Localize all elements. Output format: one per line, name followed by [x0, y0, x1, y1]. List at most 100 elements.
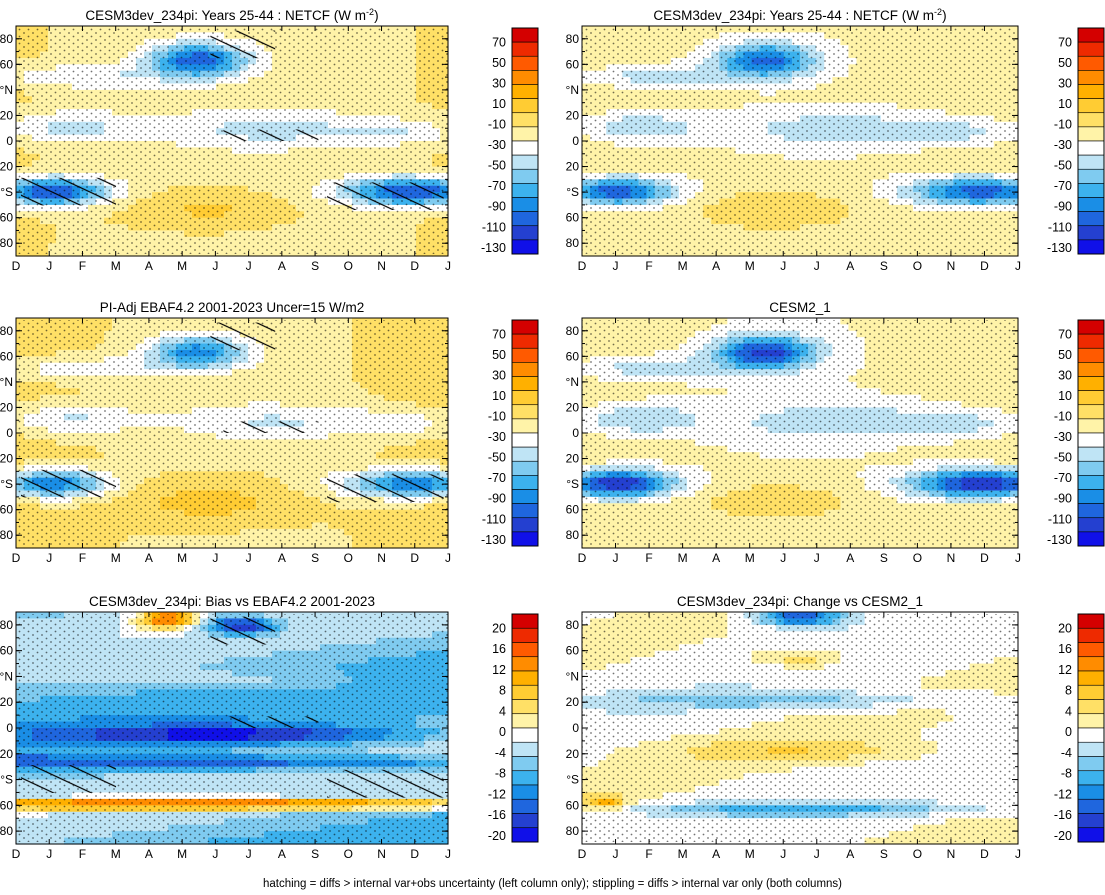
x-tick-label: J [46, 259, 52, 273]
x-tick-label: S [880, 259, 888, 273]
colorbar-label: -90 [488, 200, 506, 214]
colorbar-label: -50 [488, 159, 506, 173]
hatching-region [210, 30, 276, 59]
colorbar-bin [511, 140, 539, 156]
x-tick-label: D [12, 259, 21, 273]
y-tick-label: 20 [566, 160, 580, 174]
x-tick-label: A [846, 259, 854, 273]
colorbar-bin [511, 239, 539, 255]
y-tick-label: 80 [566, 236, 580, 250]
colorbar-label: -130 [1047, 241, 1072, 255]
colorbar-label: -70 [488, 179, 506, 193]
colorbar-bin [1077, 239, 1105, 255]
y-tick-label: °S [0, 185, 13, 199]
colorbar-bin [1077, 70, 1105, 85]
x-tick-label: D [410, 259, 419, 273]
x-tick-label: J [780, 259, 786, 273]
stippling-overlay [582, 28, 1018, 254]
colorbar-bin [1077, 55, 1105, 71]
x-tick-label: M [745, 259, 755, 273]
colorbar-bin [511, 168, 539, 184]
colorbar-bin [511, 41, 539, 57]
colorbar-label: -50 [1054, 159, 1072, 173]
x-tick-label: D [980, 259, 989, 273]
x-tick-label: J [445, 259, 451, 273]
colorbar-bin [511, 98, 539, 114]
colorbar-label: 70 [1058, 35, 1072, 49]
panel-title: CESM3dev_234pi: Years 25-44 : NETCF (W m… [85, 7, 378, 23]
chart-panel-2: D J F M A M J J A S O N D J8060°N20020°S6080CESM3dev_… [566, 7, 1021, 273]
colorbar-bin [511, 55, 539, 71]
x-tick-label: F [79, 259, 86, 273]
colorbar-2: 70 50 30 10 -10 -30 -50 -70 -90 -110 -130 [1047, 27, 1105, 255]
colorbar-bin [1077, 112, 1105, 128]
x-tick-label: O [344, 259, 353, 273]
y-tick-label: 0 [572, 134, 579, 148]
colorbar-label: 50 [1058, 56, 1072, 70]
colorbar-label: -70 [1054, 179, 1072, 193]
x-tick-label: N [377, 259, 386, 273]
x-tick-label: J [613, 259, 619, 273]
colorbar-bin [1077, 225, 1105, 241]
colorbar-bin [511, 70, 539, 85]
colorbar-label: -10 [1054, 118, 1072, 132]
x-tick-label: M [177, 259, 187, 273]
colorbar-bin [511, 126, 539, 142]
hatching-region [327, 182, 444, 210]
chart-panel-1: D J F M A M J J A S O N D J8060°N20020°S6080CESM3dev_… [0, 7, 451, 273]
colorbar-label: -30 [488, 138, 506, 152]
x-tick-label: M [111, 259, 121, 273]
colorbar-bin [1077, 183, 1105, 198]
y-tick-label: 60 [0, 57, 13, 71]
y-tick-label: 20 [0, 160, 13, 174]
x-tick-label: J [1015, 259, 1021, 273]
y-tick-label: °S [566, 185, 579, 199]
x-tick-label: A [145, 259, 153, 273]
colorbar-label: 30 [492, 76, 506, 90]
y-tick-label: 60 [0, 211, 13, 225]
colorbar-label: 30 [1058, 76, 1072, 90]
y-tick-label: 80 [566, 32, 580, 46]
hatching-region [21, 177, 117, 206]
x-tick-label: A [278, 259, 286, 273]
colorbar-bin [1077, 98, 1105, 114]
colorbar-label: 50 [492, 56, 506, 70]
colorbar-label: -110 [1048, 220, 1072, 234]
colorbar-label: -90 [1054, 200, 1072, 214]
y-tick-label: 60 [566, 57, 580, 71]
colorbar-bin [511, 211, 539, 227]
x-tick-label: N [947, 259, 956, 273]
colorbar-bin [1077, 84, 1105, 99]
colorbar-bin [1077, 27, 1105, 43]
x-tick-label: M [678, 259, 688, 273]
colorbar-bin [511, 84, 539, 99]
y-tick-label: 0 [6, 134, 13, 148]
x-tick-label: A [712, 259, 720, 273]
x-tick-label: J [212, 259, 218, 273]
colorbar-bin [1077, 168, 1105, 184]
x-tick-label: F [645, 259, 652, 273]
colorbar-bin [511, 225, 539, 241]
colorbar-label: -110 [482, 220, 506, 234]
colorbar-frame [1077, 27, 1105, 255]
colorbar-bin [1077, 197, 1105, 212]
y-tick-label: 20 [566, 108, 580, 122]
colorbar-bin [511, 154, 539, 170]
x-tick-label: J [246, 259, 252, 273]
x-tick-label: O [913, 259, 922, 273]
colorbar-bin [1077, 211, 1105, 227]
colorbar-bin [1077, 126, 1105, 142]
colorbar-label: 10 [1058, 97, 1072, 111]
colorbar-bin [511, 27, 539, 43]
x-tick-label: J [814, 259, 820, 273]
colorbar-bin [1077, 140, 1105, 156]
y-tick-label: °N [0, 83, 13, 97]
colorbar-frame [511, 27, 539, 255]
colorbar-label: 70 [492, 35, 506, 49]
colorbar-label: -30 [1054, 138, 1072, 152]
colorbar-bin [511, 197, 539, 212]
colorbar-label: 10 [492, 97, 506, 111]
